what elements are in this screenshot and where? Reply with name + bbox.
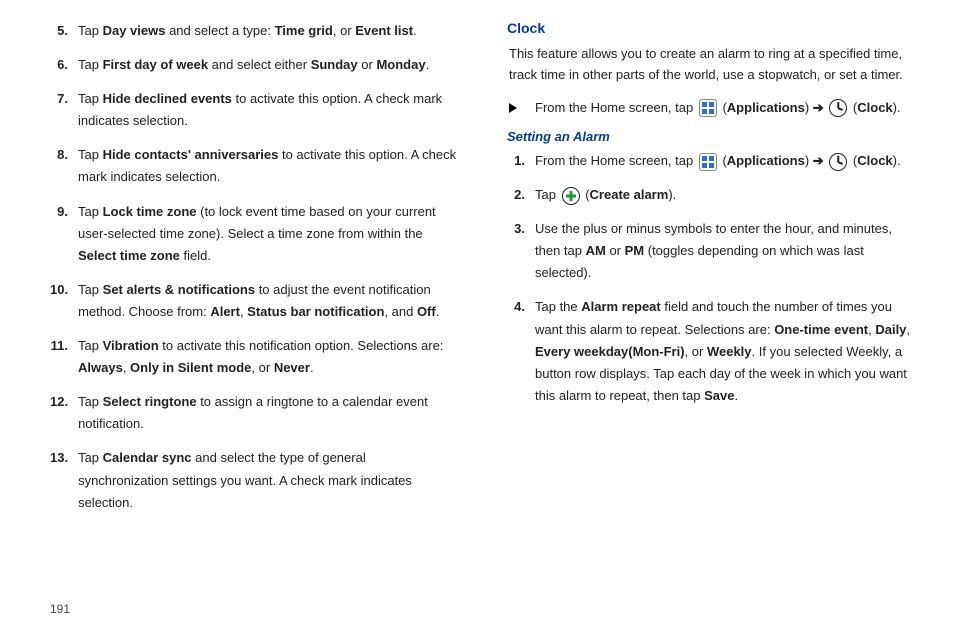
bold-term: Sunday (311, 57, 358, 72)
clock-intro: This feature allows you to create an ala… (507, 44, 914, 86)
step-body: Tap Set alerts & notifications to adjust… (78, 279, 457, 323)
bold-term: Clock (857, 100, 892, 115)
step-item: 8.Tap Hide contacts' anniversaries to ac… (50, 144, 457, 188)
bold-term: Calendar sync (103, 450, 192, 465)
step-item: 2.Tap (Create alarm). (507, 184, 914, 206)
step-body: Tap Vibration to activate this notificat… (78, 335, 457, 379)
bold-term: Alarm repeat (581, 299, 660, 314)
page-number: 191 (50, 602, 70, 616)
step-body: Tap Lock time zone (to lock event time b… (78, 201, 457, 267)
bold-term: Alert (210, 304, 240, 319)
bold-term: Time grid (275, 23, 333, 38)
step-item: 1.From the Home screen, tap (Application… (507, 150, 914, 172)
bold-term: Select ringtone (103, 394, 197, 409)
bold-term: PM (625, 243, 645, 258)
triangle-bullet-icon (509, 103, 517, 113)
bold-term: Lock time zone (103, 204, 197, 219)
step-item: 13.Tap Calendar sync and select the type… (50, 447, 457, 513)
two-column-layout: 5.Tap Day views and select a type: Time … (50, 20, 914, 526)
step-number: 3. (507, 218, 535, 284)
bold-term: Always (78, 360, 123, 375)
left-steps-list: 5.Tap Day views and select a type: Time … (50, 20, 457, 514)
bold-term: Hide contacts' anniversaries (103, 147, 279, 162)
arrow-icon: ➔ (813, 153, 824, 168)
step-body: Tap Select ringtone to assign a ringtone… (78, 391, 457, 435)
bold-term: Event list (355, 23, 413, 38)
bold-term: Weekly (707, 344, 752, 359)
bold-term: Applications (727, 100, 805, 115)
bold-term: Set alerts & notifications (103, 282, 255, 297)
bold-term: Daily (875, 322, 906, 337)
step-number: 9. (50, 201, 78, 267)
step-item: 4.Tap the Alarm repeat field and touch t… (507, 296, 914, 406)
bold-term: Clock (857, 153, 892, 168)
bold-term: First day of week (103, 57, 208, 72)
step-number: 1. (507, 150, 535, 172)
right-column: Clock This feature allows you to create … (507, 20, 914, 526)
bold-term: Select time zone (78, 248, 180, 263)
step-number: 6. (50, 54, 78, 76)
step-body: Tap Day views and select a type: Time gr… (78, 20, 457, 42)
applications-icon (699, 99, 717, 117)
bold-term: Hide declined events (103, 91, 232, 106)
create-alarm-plus-icon (562, 187, 580, 205)
bold-term: Vibration (103, 338, 159, 353)
step-body: Tap (Create alarm). (535, 184, 914, 206)
bold-term: Never (274, 360, 310, 375)
bold-term: Off (417, 304, 436, 319)
subsection-setting-alarm: Setting an Alarm (507, 129, 914, 144)
step-number: 13. (50, 447, 78, 513)
bold-term: Applications (727, 153, 805, 168)
applications-icon (699, 153, 717, 171)
bold-term: One-time event (774, 322, 868, 337)
bold-term: Status bar notification (247, 304, 384, 319)
step-item: 12.Tap Select ringtone to assign a ringt… (50, 391, 457, 435)
clock-icon (829, 99, 847, 117)
right-steps-list: 1.From the Home screen, tap (Application… (507, 150, 914, 407)
step-item: 5.Tap Day views and select a type: Time … (50, 20, 457, 42)
step-body: Tap Hide contacts' anniversaries to acti… (78, 144, 457, 188)
bold-term: Only in Silent mode (130, 360, 251, 375)
step-number: 8. (50, 144, 78, 188)
clock-icon (829, 153, 847, 171)
bold-term: Monday (376, 57, 425, 72)
step-body: Tap Hide declined events to activate thi… (78, 88, 457, 132)
bold-term: Day views (103, 23, 166, 38)
step-body: Tap the Alarm repeat field and touch the… (535, 296, 914, 406)
step-number: 7. (50, 88, 78, 132)
step-item: 6.Tap First day of week and select eithe… (50, 54, 457, 76)
step-body: Tap First day of week and select either … (78, 54, 457, 76)
step-item: 10.Tap Set alerts & notifications to adj… (50, 279, 457, 323)
step-number: 2. (507, 184, 535, 206)
step-item: 11.Tap Vibration to activate this notifi… (50, 335, 457, 379)
step-body: From the Home screen, tap (Applications)… (535, 150, 914, 172)
clock-nav-bullet: From the Home screen, tap (Applications)… (507, 96, 914, 119)
step-body: Use the plus or minus symbols to enter t… (535, 218, 914, 284)
step-item: 9.Tap Lock time zone (to lock event time… (50, 201, 457, 267)
section-heading-clock: Clock (507, 20, 914, 36)
arrow-icon: ➔ (813, 100, 824, 115)
step-item: 3.Use the plus or minus symbols to enter… (507, 218, 914, 284)
step-number: 4. (507, 296, 535, 406)
bold-term: Every weekday(Mon-Fri) (535, 344, 685, 359)
step-number: 5. (50, 20, 78, 42)
bold-term: Create alarm (590, 187, 669, 202)
step-number: 12. (50, 391, 78, 435)
step-body: Tap Calendar sync and select the type of… (78, 447, 457, 513)
bold-term: AM (586, 243, 606, 258)
step-number: 10. (50, 279, 78, 323)
step-number: 11. (50, 335, 78, 379)
step-item: 7.Tap Hide declined events to activate t… (50, 88, 457, 132)
left-column: 5.Tap Day views and select a type: Time … (50, 20, 457, 526)
bold-term: Save (704, 388, 734, 403)
